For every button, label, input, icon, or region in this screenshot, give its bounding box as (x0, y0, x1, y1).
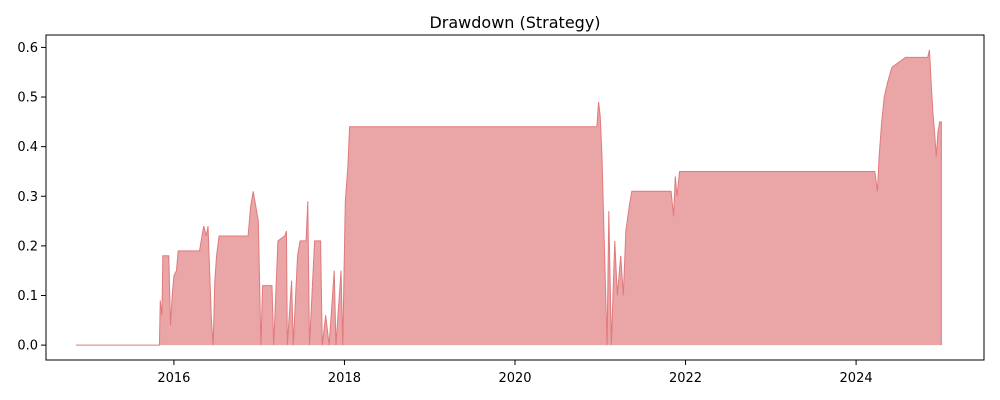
y-tick-label: 0.3 (17, 190, 38, 205)
y-tick-label: 0.5 (17, 91, 38, 106)
x-tick-label: 2024 (840, 371, 873, 386)
plot-area (75, 49, 942, 346)
drawdown-area (75, 49, 942, 346)
x-tick-label: 2016 (157, 371, 190, 386)
y-tick-label: 0.4 (17, 140, 38, 155)
y-tick-label: 0.2 (17, 239, 38, 254)
chart-title: Drawdown (Strategy) (429, 13, 600, 32)
drawdown-line (75, 49, 942, 346)
y-tick-label: 0.6 (17, 41, 38, 56)
x-tick-label: 2020 (498, 371, 531, 386)
x-tick-label: 2022 (669, 371, 702, 386)
x-axis: 2016 2018 2020 2022 2024 (157, 360, 873, 386)
x-tick-label: 2018 (328, 371, 361, 386)
y-axis: 0.0 0.1 0.2 0.3 0.4 0.5 0.6 (17, 41, 46, 354)
y-tick-label: 0.1 (17, 289, 38, 304)
plot-frame (45, 34, 985, 361)
y-tick-label: 0.0 (17, 339, 38, 354)
